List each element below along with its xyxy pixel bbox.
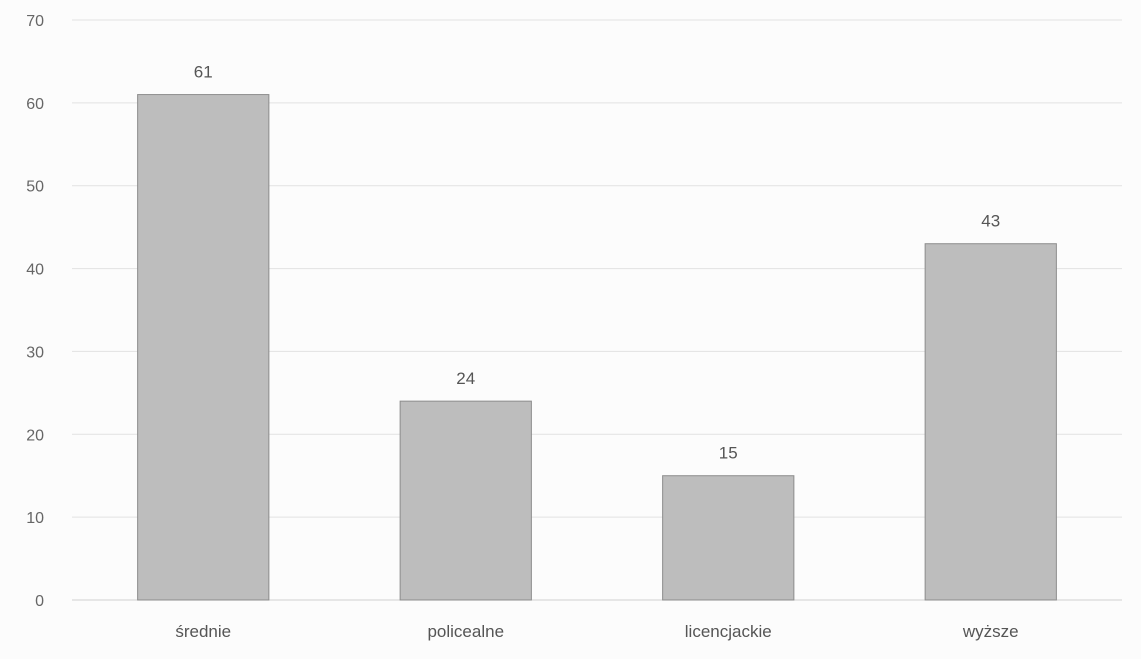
y-tick-label: 40 [26,262,44,279]
y-axis-tick-labels: 0 10 20 30 40 50 60 70 [26,13,44,610]
y-tick-label: 50 [26,179,44,196]
y-tick-label: 20 [26,427,44,444]
x-axis-category-labels: średnie policealne licencjackie wyższe [175,622,1018,641]
category-label: licencjackie [685,622,772,641]
data-label: 15 [719,444,738,463]
category-label: średnie [175,622,231,641]
data-label: 61 [194,63,213,82]
category-label: wyższe [962,622,1019,641]
bar-1 [137,94,270,601]
data-label: 43 [981,212,1000,231]
y-tick-label: 70 [26,13,44,30]
bar-4 [924,243,1057,601]
y-tick-label: 30 [26,344,44,361]
bar-3 [662,475,795,601]
y-tick-label: 60 [26,96,44,113]
y-tick-label: 10 [26,510,44,527]
bar-2 [399,400,532,601]
data-label: 24 [456,369,475,388]
y-tick-label: 0 [35,593,44,610]
bars [137,94,1057,601]
data-labels: 61 24 15 43 [194,63,1000,463]
category-label: policealne [427,622,504,641]
